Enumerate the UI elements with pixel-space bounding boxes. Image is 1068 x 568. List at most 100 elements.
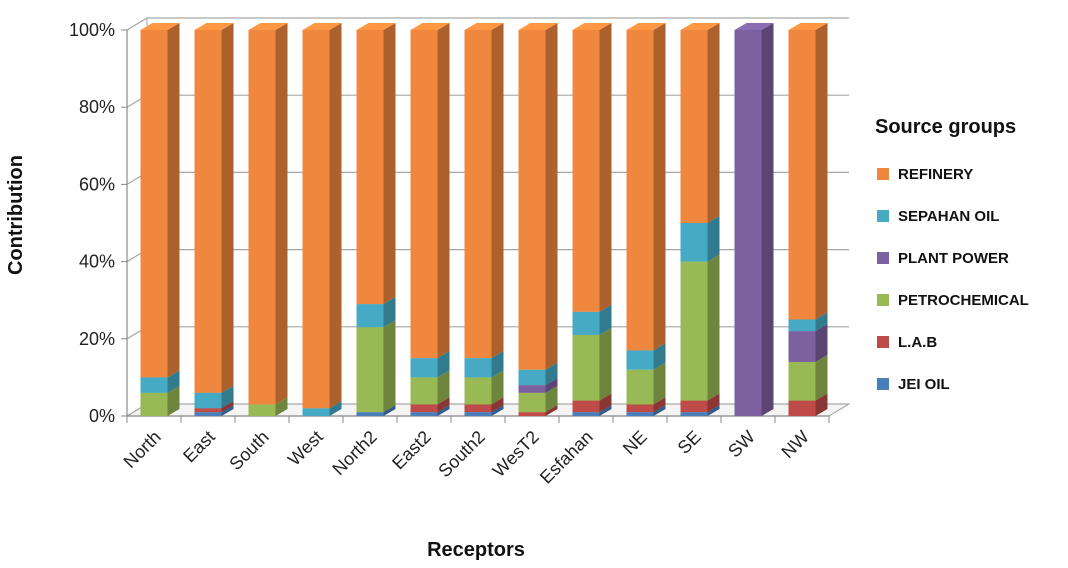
- bar-east-refinery: [194, 30, 222, 393]
- bar-north-sepahan-oil: [140, 377, 168, 393]
- bar-south-petrochemical: [248, 404, 276, 416]
- legend-label: REFINERY: [898, 166, 973, 183]
- x-tick-label: North2: [328, 427, 380, 479]
- bar-south2-jei-oil: [464, 412, 492, 416]
- legend-swatch: [877, 252, 889, 264]
- bar-west2-petrochemical-side: [545, 385, 558, 413]
- bar-east2-l-a-b: [410, 404, 438, 413]
- x-axis-title: Receptors: [427, 539, 525, 561]
- bar-east2-refinery-top: [410, 23, 450, 30]
- y-tick-label: 40%: [79, 252, 115, 272]
- legend-label: PETROCHEMICAL: [898, 292, 1029, 309]
- bar-ne-refinery: [626, 30, 654, 351]
- x-tick-label: North: [120, 427, 165, 472]
- bar-se-petrochemical-side: [707, 254, 720, 401]
- y-tick-label: 100%: [69, 20, 115, 40]
- bar-west-sepahan-oil-side: [329, 401, 342, 416]
- bar-west-refinery-side: [329, 23, 342, 409]
- x-tick-label: South2: [434, 427, 488, 481]
- bar-se-refinery-top: [680, 23, 720, 30]
- bar-east-refinery-side: [221, 23, 234, 393]
- x-tick-label: East2: [388, 427, 435, 474]
- bar-nw-sepahan-oil-side: [815, 312, 828, 332]
- x-tick-label: WesT2: [489, 427, 543, 481]
- bar-west2-sepahan-oil: [518, 369, 546, 386]
- legend-title: Source groups: [875, 116, 1016, 138]
- bar-north2-refinery-top: [356, 23, 396, 30]
- bar-east2-petrochemical-side: [437, 370, 450, 405]
- bar-west2-plant-power-side: [545, 378, 558, 393]
- bar-north-refinery-top: [140, 23, 180, 30]
- bar-ne-sepahan-oil: [626, 350, 654, 370]
- bar-ne-refinery-top: [626, 23, 666, 30]
- bar-west2-refinery: [518, 30, 546, 370]
- bar-east-l-a-b-side: [221, 401, 234, 413]
- bar-se-sepahan-oil: [680, 223, 708, 262]
- x-tick-label: NE: [619, 427, 651, 459]
- y-tick-label: 80%: [79, 97, 115, 117]
- bar-sw-plant-power-top: [734, 23, 774, 30]
- bar-west2-sepahan-oil-side: [545, 362, 558, 386]
- legend-swatch: [877, 294, 889, 306]
- bar-south2-sepahan-oil-side: [491, 351, 504, 378]
- bar-east-jei-oil: [194, 412, 222, 416]
- bar-east2-jei-oil-side: [437, 405, 450, 416]
- x-tick-label: South: [225, 427, 272, 474]
- bar-ne-jei-oil: [626, 412, 654, 416]
- bar-nw-refinery-top: [788, 23, 828, 30]
- bar-north2-sepahan-oil-side: [383, 297, 396, 328]
- bar-nw-plant-power: [788, 331, 816, 362]
- bar-south2-l-a-b: [464, 404, 492, 413]
- bar-esfahan-refinery-side: [599, 23, 612, 312]
- bar-north2-petrochemical: [356, 327, 384, 413]
- x-tick-label: SE: [674, 427, 705, 458]
- bar-se-sepahan-oil-side: [707, 216, 720, 262]
- legend-label: JEI OIL: [898, 376, 950, 393]
- axes: [121, 29, 850, 423]
- bar-south2-refinery: [464, 30, 492, 359]
- bar-se-jei-oil-side: [707, 405, 720, 416]
- bar-south-refinery-side: [275, 23, 288, 405]
- bar-nw-l-a-b-side: [815, 393, 828, 416]
- legend-label: L.A.B: [898, 334, 937, 351]
- y-tick-label: 20%: [79, 329, 115, 349]
- x-tick-label: NW: [777, 427, 812, 462]
- bar-south2-petrochemical-side: [491, 370, 504, 405]
- bar-west-refinery: [302, 30, 330, 409]
- bar-esfahan-jei-oil: [572, 412, 600, 416]
- bar-se-l-a-b: [680, 400, 708, 413]
- legend-swatch: [877, 210, 889, 222]
- bar-east2-petrochemical: [410, 377, 438, 405]
- bar-south2-l-a-b-side: [491, 397, 504, 413]
- bar-east-jei-oil-side: [221, 405, 234, 416]
- legend-swatch: [877, 378, 889, 390]
- bar-north-petrochemical-side: [167, 385, 180, 416]
- bar-se-refinery-side: [707, 23, 720, 223]
- bar-north-sepahan-oil-side: [167, 370, 180, 393]
- bar-east-sepahan-oil: [194, 392, 222, 409]
- bar-north2-jei-oil-side: [383, 405, 396, 416]
- bar-se-refinery: [680, 30, 708, 223]
- bar-esfahan-l-a-b-side: [599, 393, 612, 413]
- bar-esfahan-sepahan-oil-side: [599, 304, 612, 335]
- bar-nw-l-a-b: [788, 400, 816, 416]
- bar-north2-sepahan-oil: [356, 304, 384, 328]
- bar-nw-refinery-side: [815, 23, 828, 320]
- bar-ne-l-a-b: [626, 404, 654, 413]
- bar-east2-sepahan-oil: [410, 358, 438, 378]
- bar-north-refinery-side: [167, 23, 180, 378]
- bar-sw-plant-power: [734, 30, 762, 416]
- bar-west2-refinery-top: [518, 23, 558, 30]
- bar-se-jei-oil: [680, 412, 708, 416]
- bar-east-refinery-top: [194, 23, 234, 30]
- bar-ne-sepahan-oil-side: [653, 343, 666, 370]
- bar-ne-refinery-side: [653, 23, 666, 351]
- y-tick-label: 60%: [79, 174, 115, 194]
- bars: [140, 23, 828, 416]
- bar-south2-petrochemical: [464, 377, 492, 405]
- bar-east2-jei-oil: [410, 412, 438, 416]
- bar-west2-l-a-b: [518, 412, 546, 416]
- bar-east2-refinery-side: [437, 23, 450, 359]
- bar-west2-refinery-side: [545, 23, 558, 370]
